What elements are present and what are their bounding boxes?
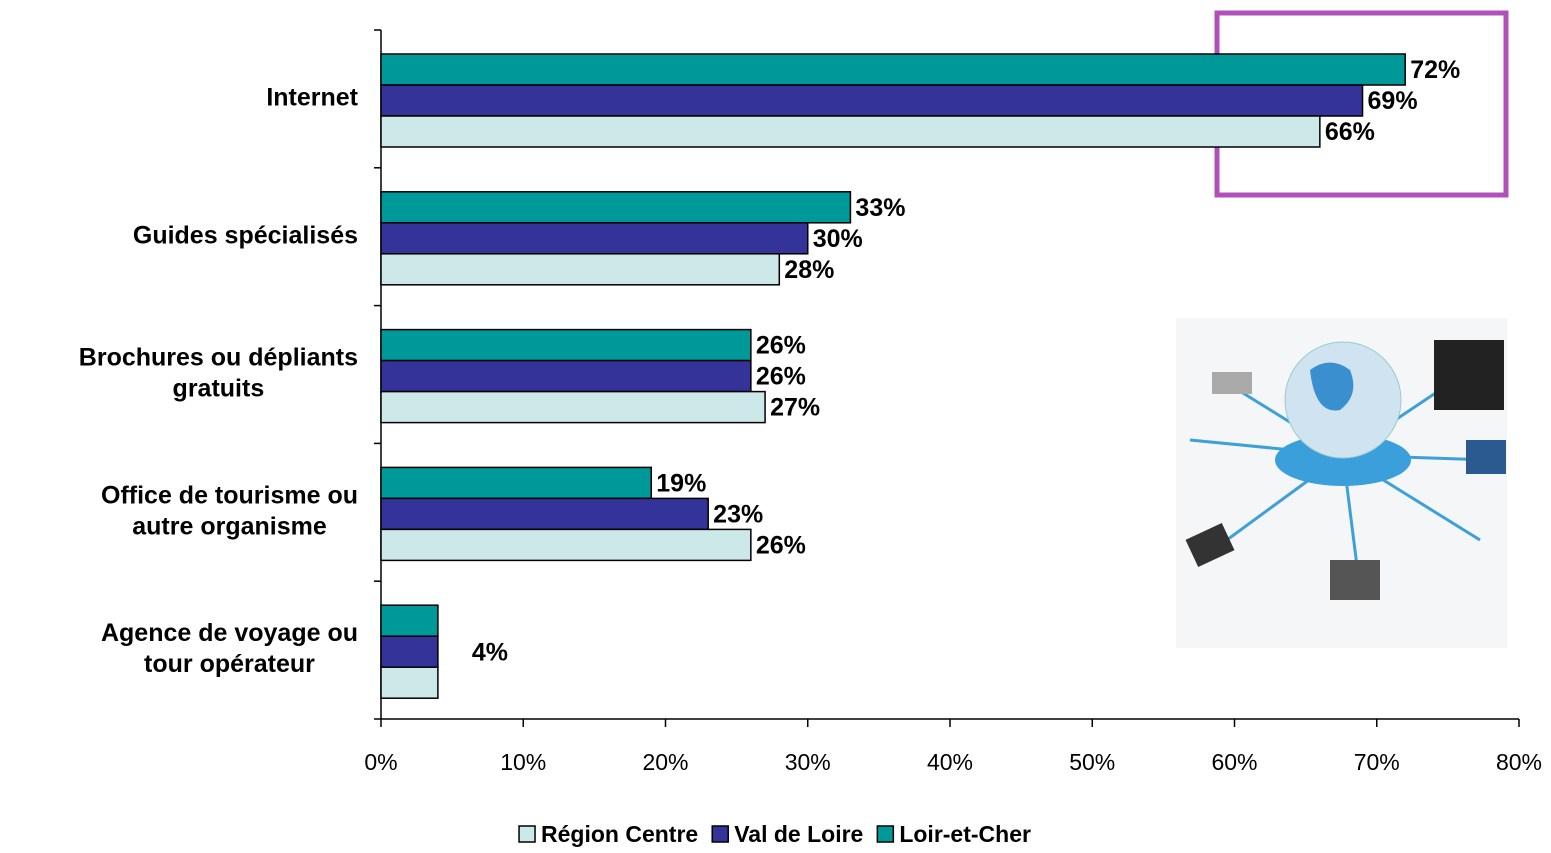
category-label: Guides spécialisés (133, 221, 358, 249)
bar (380, 528, 752, 562)
x-tick-label: 10% (500, 749, 546, 775)
bar (380, 390, 766, 424)
category-label: Internet (266, 84, 358, 112)
legend-swatch (876, 825, 895, 843)
value-label: 27% (770, 394, 820, 422)
server (1434, 340, 1504, 410)
x-tick-label: 70% (1354, 749, 1400, 775)
legend-label: Val de Loire (734, 821, 863, 847)
value-label: 26% (756, 332, 806, 360)
value-label: 28% (784, 256, 834, 284)
bar (380, 497, 709, 531)
bar (380, 466, 653, 500)
bar (380, 191, 852, 224)
x-tick-label: 60% (1211, 749, 1257, 775)
laptop (1330, 560, 1380, 600)
x-tick-label: 30% (785, 749, 831, 775)
value-label: 4% (472, 638, 508, 666)
value-label: 26% (756, 532, 806, 560)
bar (380, 359, 752, 393)
bar (380, 604, 439, 637)
bar (380, 328, 752, 362)
category-label: Brochures ou dépliants (79, 344, 358, 372)
legend-swatch (518, 825, 536, 843)
category-label: tour opérateur (144, 650, 315, 678)
bar (380, 84, 1364, 117)
category-label: Agence de voyage ou (101, 619, 358, 647)
legend-label: Loir-et-Cher (899, 821, 1031, 847)
device (1212, 372, 1252, 394)
value-label: 26% (756, 363, 806, 391)
value-label: 33% (855, 194, 905, 222)
value-label: 69% (1368, 87, 1418, 115)
legend-swatch (711, 825, 729, 843)
bar (380, 115, 1321, 148)
value-label: 30% (813, 225, 863, 253)
value-label: 19% (656, 470, 706, 498)
legend-label: Région Centre (541, 821, 698, 847)
bar (380, 53, 1406, 86)
bar (380, 666, 439, 699)
category-label: gratuits (173, 375, 265, 403)
x-tick-label: 80% (1496, 749, 1542, 775)
x-tick-label: 0% (364, 749, 397, 775)
bar (380, 253, 781, 286)
bar (380, 222, 809, 255)
value-label: 66% (1325, 118, 1375, 146)
category-label: autre organisme (132, 512, 327, 540)
value-label: 72% (1410, 56, 1460, 84)
bar (380, 635, 439, 668)
category-label: Office de tourisme ou (101, 481, 358, 509)
value-label: 23% (713, 501, 763, 529)
x-tick-label: 50% (1069, 749, 1115, 775)
monitor (1466, 440, 1506, 474)
x-tick-label: 40% (927, 749, 973, 775)
globe-land (1310, 362, 1354, 411)
tablet (1185, 522, 1235, 568)
x-tick-label: 20% (642, 749, 688, 775)
network-illustration (1176, 318, 1507, 648)
